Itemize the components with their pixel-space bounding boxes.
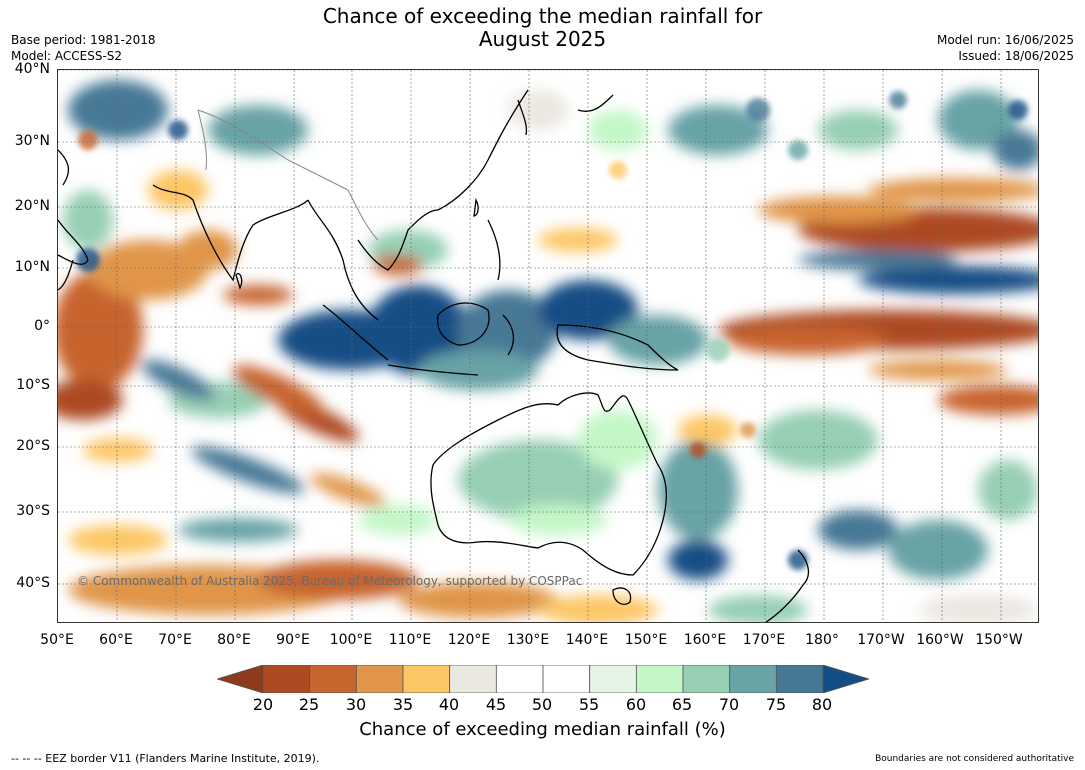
colorbar-cell xyxy=(542,665,591,693)
colorbar-tick-60: 60 xyxy=(625,695,647,714)
lat-label-40s: 40°S xyxy=(16,575,50,591)
colorbar-tick-55: 55 xyxy=(578,695,600,714)
colorbar-arrow-right xyxy=(822,665,869,693)
lon-label-120e: 120°E xyxy=(447,632,491,648)
map-svg xyxy=(58,70,1038,622)
rainfall-detail xyxy=(76,91,1028,570)
lon-label-50e: 50°E xyxy=(40,632,74,648)
coastlines xyxy=(58,89,810,622)
lat-label-20s: 20°S xyxy=(16,438,50,454)
lat-label-20n: 20°N xyxy=(14,198,50,214)
colorbar-tick-65: 65 xyxy=(671,695,693,714)
lat-label-40n: 40°N xyxy=(14,61,50,77)
lon-label-90e: 90°E xyxy=(276,632,310,648)
lon-label-170w: 170°W xyxy=(857,632,905,648)
lon-label-160w: 160°W xyxy=(916,632,964,648)
colorbar-cell xyxy=(682,665,731,693)
lon-label-150w: 150°W xyxy=(975,632,1023,648)
model-text: Model: ACCESS-S2 xyxy=(11,49,123,63)
lon-label-180: 180° xyxy=(805,632,839,648)
title-line-2: August 2025 xyxy=(478,27,607,51)
base-period-text: Base period: 1981-2018 xyxy=(11,33,156,47)
lon-label-100e: 100°E xyxy=(329,632,373,648)
colorbar-tick-70: 70 xyxy=(718,695,740,714)
lon-label-160e: 160°E xyxy=(683,632,727,648)
colorbar-cell xyxy=(402,665,451,693)
lat-label-10n: 10°N xyxy=(14,259,50,275)
title-line-1: Chance of exceeding the median rainfall … xyxy=(322,4,763,28)
colorbar-cell xyxy=(635,665,684,693)
lon-label-170e: 170°E xyxy=(742,632,786,648)
lon-label-130e: 130°E xyxy=(506,632,550,648)
country-borders xyxy=(197,109,379,241)
colorbar-tick-75: 75 xyxy=(765,695,787,714)
colorbar-cell xyxy=(729,665,777,693)
lon-label-70e: 70°E xyxy=(158,632,192,648)
lon-label-140e: 140°E xyxy=(565,632,609,648)
lat-label-30n: 30°N xyxy=(14,133,50,149)
colorbar-tick-25: 25 xyxy=(298,695,320,714)
colorbar-cell xyxy=(449,665,497,693)
colorbar-tick-50: 50 xyxy=(531,695,553,714)
colorbar-arrow-left xyxy=(217,665,264,693)
meta-right: Model run: 16/06/2025 Issued: 18/06/2025 xyxy=(937,32,1074,64)
colorbar-tick-30: 30 xyxy=(345,695,367,714)
colorbar-label: Chance of exceeding median rainfall (%) xyxy=(359,719,726,740)
copyright-notice: © Commonwealth of Australia 2025, Bureau… xyxy=(77,574,583,588)
colorbar-cell xyxy=(495,665,544,693)
lon-label-80e: 80°E xyxy=(217,632,251,648)
colorbar-tick-45: 45 xyxy=(485,695,507,714)
colorbar-cell xyxy=(775,665,824,693)
meta-left: Base period: 1981-2018 Model: ACCESS-S2 xyxy=(11,32,156,64)
colorbar-cell xyxy=(355,665,404,693)
colorbar xyxy=(217,665,869,693)
lon-label-150e: 150°E xyxy=(624,632,668,648)
rainfall-map xyxy=(57,69,1039,623)
lat-label-10s: 10°S xyxy=(16,377,50,393)
lon-label-60e: 60°E xyxy=(99,632,133,648)
lat-label-30s: 30°S xyxy=(16,503,50,519)
colorbar-tick-35: 35 xyxy=(392,695,414,714)
colorbar-tick-20: 20 xyxy=(252,695,274,714)
issued-text: Issued: 18/06/2025 xyxy=(958,49,1074,63)
model-run-text: Model run: 16/06/2025 xyxy=(936,33,1074,47)
colorbar-tick-80: 80 xyxy=(811,695,833,714)
colorbar-cell xyxy=(589,665,637,693)
lon-label-110e: 110°E xyxy=(388,632,432,648)
colorbar-tick-40: 40 xyxy=(438,695,460,714)
map-title: Chance of exceeding the median rainfall … xyxy=(0,5,1085,51)
eez-legend: -- -- -- EEZ border V11 (Flanders Marine… xyxy=(11,752,320,765)
colorbar-cell xyxy=(309,665,357,693)
boundary-disclaimer: Boundaries are not considered authoritat… xyxy=(875,754,1074,764)
lat-label-0: 0° xyxy=(34,318,50,334)
graticule xyxy=(58,70,1038,622)
colorbar-cell xyxy=(262,665,311,693)
